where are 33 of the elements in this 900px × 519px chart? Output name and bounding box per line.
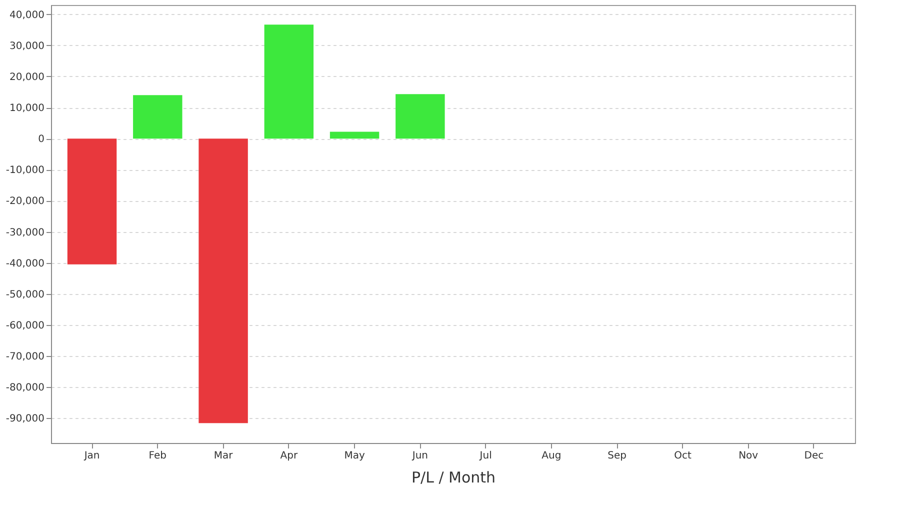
x-axis-title: P/L / Month (411, 468, 496, 486)
x-tick-label: Apr (280, 450, 298, 462)
x-tick-label: Sep (608, 450, 627, 462)
bar (396, 94, 445, 139)
y-tick-label: -30,000 (6, 227, 44, 238)
y-tick-label: 30,000 (10, 40, 44, 52)
y-tick-label: 10,000 (10, 103, 44, 114)
y-tick-label: -10,000 (6, 165, 44, 176)
y-tick-label: 40,000 (10, 10, 44, 21)
x-tick-label: Aug (542, 450, 562, 462)
y-tick-label: -80,000 (6, 382, 44, 394)
bar (330, 132, 380, 139)
x-tick-label: Mar (214, 450, 234, 462)
y-tick-label: 20,000 (10, 72, 44, 83)
bar (264, 24, 314, 139)
x-tick-label: Nov (738, 450, 758, 462)
y-tick-label: -50,000 (6, 289, 44, 300)
y-tick-label: -60,000 (6, 320, 44, 332)
x-tick-label: May (344, 450, 365, 462)
x-tick-label: Oct (674, 450, 692, 462)
x-tick-label: Feb (148, 450, 167, 462)
y-tick-label: -40,000 (6, 258, 44, 270)
bar (198, 138, 248, 424)
bar (133, 95, 182, 139)
x-tick-label: Jan (83, 450, 100, 462)
x-tick-label: Jun (411, 450, 428, 462)
y-tick-label: 0 (38, 134, 44, 146)
bar (67, 138, 117, 264)
y-tick-label: -70,000 (6, 352, 44, 363)
x-tick-label: Dec (804, 450, 824, 462)
y-tick-label: -20,000 (6, 196, 44, 208)
x-tick-label: Jul (478, 450, 492, 462)
y-tick-label: -90,000 (6, 414, 44, 425)
